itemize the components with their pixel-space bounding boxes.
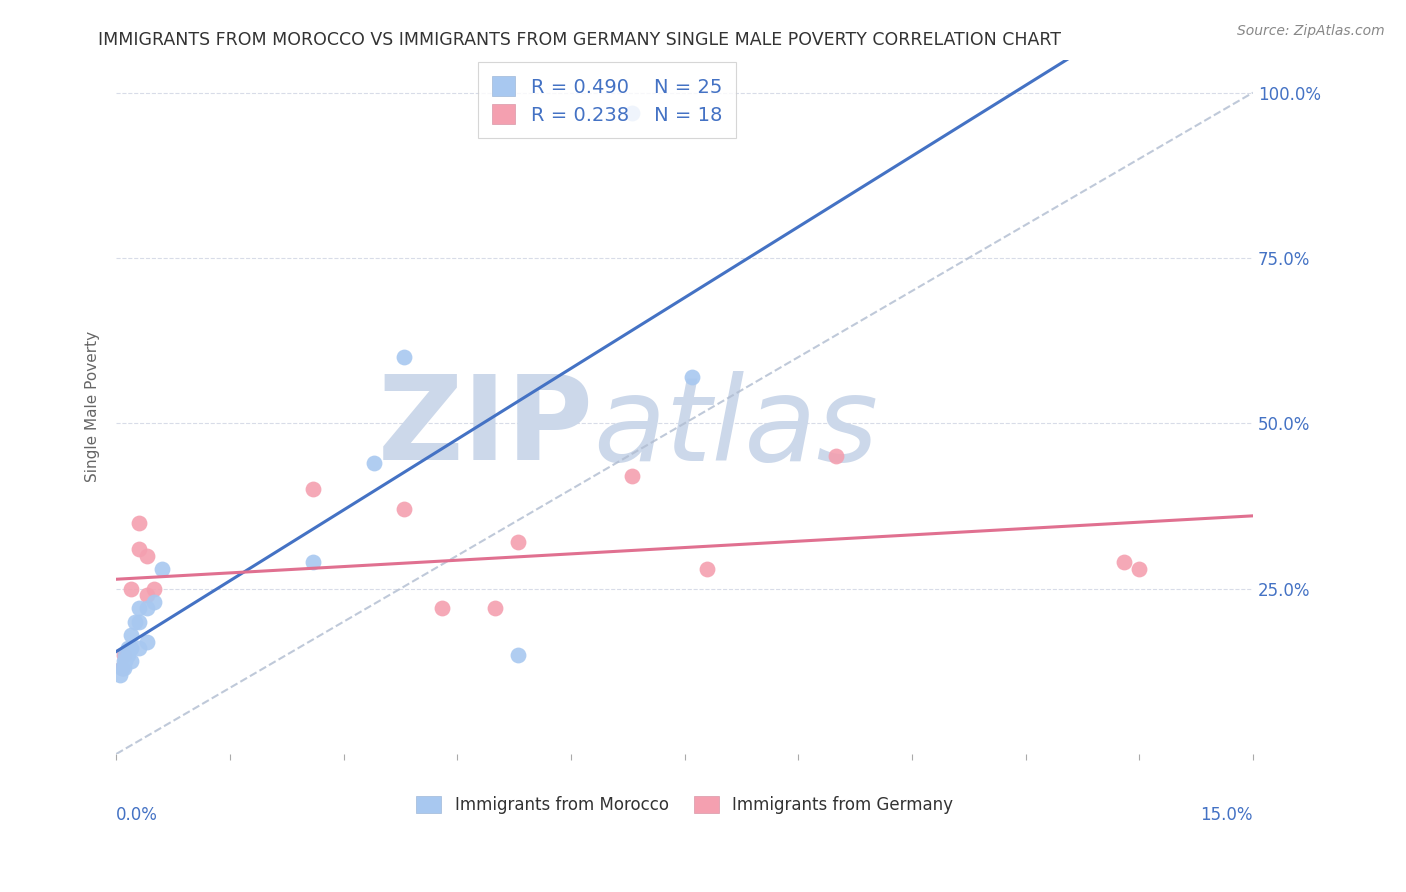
- Text: 0.0%: 0.0%: [117, 806, 157, 824]
- Point: [302, 483, 325, 497]
- Point: [506, 535, 529, 549]
- Point: [120, 628, 142, 642]
- Point: [112, 661, 135, 675]
- Point: [128, 516, 150, 530]
- Text: ZIP: ZIP: [378, 370, 593, 485]
- Point: [135, 588, 157, 602]
- Point: [620, 469, 643, 483]
- Point: [135, 549, 157, 563]
- Point: [143, 582, 166, 596]
- Point: [392, 502, 415, 516]
- Point: [135, 634, 157, 648]
- Point: [681, 370, 703, 384]
- Point: [117, 641, 139, 656]
- Text: IMMIGRANTS FROM MOROCCO VS IMMIGRANTS FROM GERMANY SINGLE MALE POVERTY CORRELATI: IMMIGRANTS FROM MOROCCO VS IMMIGRANTS FR…: [98, 31, 1062, 49]
- Point: [506, 648, 529, 662]
- Point: [128, 601, 150, 615]
- Point: [392, 350, 415, 364]
- Point: [143, 595, 166, 609]
- Point: [825, 450, 848, 464]
- Point: [111, 661, 134, 675]
- Point: [620, 105, 643, 120]
- Point: [128, 615, 150, 629]
- Point: [128, 641, 150, 656]
- Point: [302, 555, 325, 569]
- Point: [363, 456, 385, 470]
- Point: [112, 648, 135, 662]
- Point: [430, 601, 453, 615]
- Point: [120, 641, 142, 656]
- Point: [1112, 555, 1135, 569]
- Text: atlas: atlas: [593, 370, 879, 484]
- Point: [114, 654, 136, 668]
- Point: [1128, 562, 1150, 576]
- Point: [112, 654, 135, 668]
- Point: [484, 601, 506, 615]
- Point: [150, 562, 173, 576]
- Text: 15.0%: 15.0%: [1201, 806, 1253, 824]
- Point: [117, 648, 139, 662]
- Point: [114, 648, 136, 662]
- Point: [108, 667, 131, 681]
- Point: [128, 541, 150, 556]
- Point: [135, 601, 157, 615]
- Point: [120, 582, 142, 596]
- Point: [124, 615, 146, 629]
- Y-axis label: Single Male Poverty: Single Male Poverty: [86, 331, 100, 483]
- Point: [111, 661, 134, 675]
- Point: [696, 562, 718, 576]
- Text: Source: ZipAtlas.com: Source: ZipAtlas.com: [1237, 24, 1385, 38]
- Point: [120, 654, 142, 668]
- Legend: Immigrants from Morocco, Immigrants from Germany: Immigrants from Morocco, Immigrants from…: [408, 787, 962, 822]
